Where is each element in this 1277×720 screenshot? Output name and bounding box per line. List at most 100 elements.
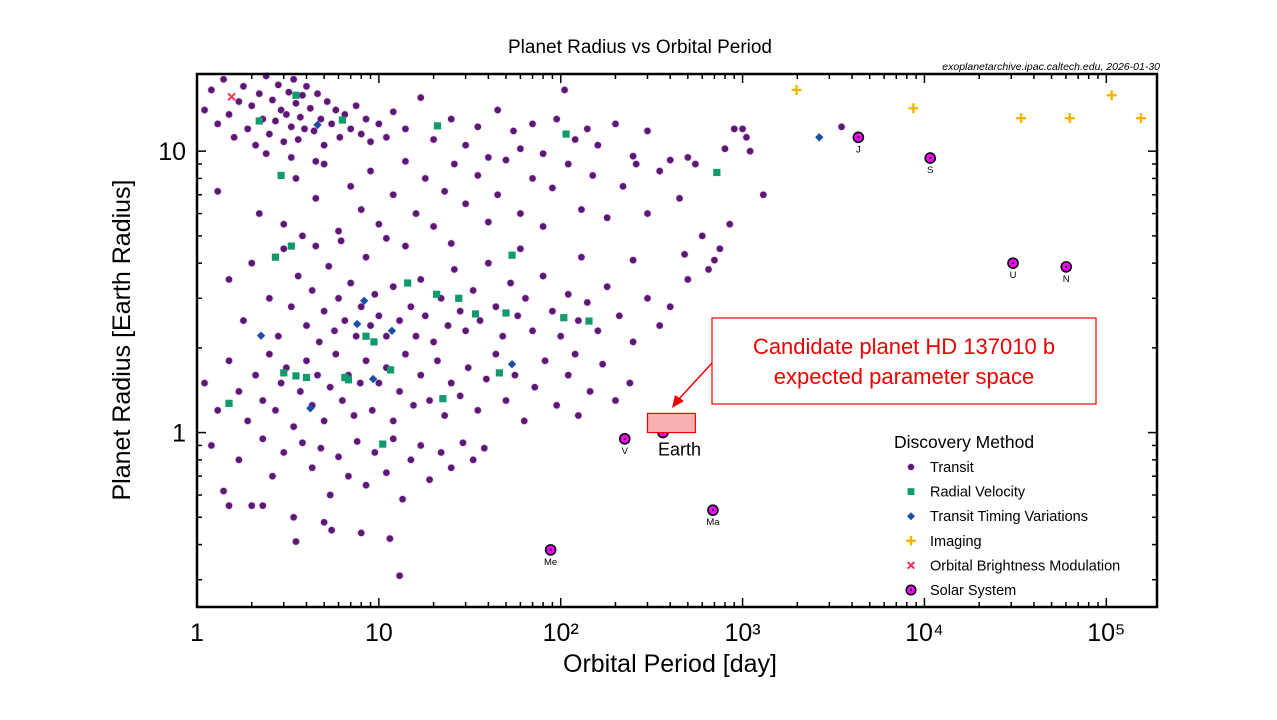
axes-ticks: 1 10 10² 10³ 10⁴ 10⁵ 1 10 xyxy=(158,74,1157,647)
point-transit xyxy=(352,332,361,341)
point-transit xyxy=(302,356,311,365)
legend-marker xyxy=(907,512,915,521)
point-transit xyxy=(311,157,320,166)
point-transit xyxy=(416,275,425,284)
point-transit xyxy=(548,183,557,193)
point-transit xyxy=(282,110,291,119)
x-tick-label: 10² xyxy=(543,619,579,647)
point-transit xyxy=(357,302,366,311)
point-radial-velocity xyxy=(386,366,395,374)
point-transit xyxy=(447,239,456,248)
point-transit xyxy=(482,374,491,384)
point-transit xyxy=(611,119,620,128)
point-transit xyxy=(213,119,222,128)
point-radial-velocity xyxy=(362,332,370,340)
point-transit xyxy=(274,80,283,89)
label-v: V xyxy=(622,446,629,457)
point-transit xyxy=(258,434,267,443)
point-transit xyxy=(287,122,296,131)
point-transit xyxy=(429,135,438,144)
point-transit xyxy=(421,311,430,320)
point-transit xyxy=(279,448,288,457)
point-imaging xyxy=(1016,113,1027,124)
point-transit xyxy=(585,387,595,396)
point-transit xyxy=(247,101,256,110)
point-transit xyxy=(230,133,239,142)
point-transit xyxy=(374,220,383,229)
point-transit xyxy=(200,378,209,388)
point-transit xyxy=(574,316,583,325)
point-radial-velocity xyxy=(560,314,568,322)
series-imaging xyxy=(791,84,1146,124)
point-transit xyxy=(473,171,482,180)
point-transit xyxy=(461,141,470,150)
point-radial-velocity xyxy=(302,373,311,382)
label-u: U xyxy=(1010,270,1017,281)
point-solar-system-center xyxy=(1011,262,1015,265)
point-radial-velocity xyxy=(280,369,288,377)
point-transit xyxy=(255,89,264,98)
point-transit xyxy=(560,85,569,95)
point-transit xyxy=(234,97,244,106)
point-transit xyxy=(588,171,597,180)
point-transit-timing-variations xyxy=(815,133,824,142)
point-transit xyxy=(344,472,353,481)
point-transit xyxy=(251,371,260,380)
point-transit-timing-variations xyxy=(256,331,266,340)
point-transit xyxy=(593,326,602,335)
point-transit xyxy=(357,129,366,139)
point-transit xyxy=(564,290,573,299)
x-tick-label: 10 xyxy=(365,619,393,647)
x-tick-label: 1 xyxy=(190,619,204,647)
point-transit xyxy=(302,321,311,330)
legend-marker xyxy=(905,584,917,596)
point-transit xyxy=(331,105,340,115)
point-transit xyxy=(265,350,274,359)
point-transit xyxy=(279,220,288,229)
legend-item: Transit xyxy=(907,460,974,476)
series-solar-system: Me V Earth Ma J S U N xyxy=(544,131,1073,568)
point-transit xyxy=(346,278,355,288)
x-tick-label: 10³ xyxy=(725,619,761,647)
point-transit xyxy=(401,241,410,251)
point-transit xyxy=(506,278,515,288)
point-transit xyxy=(370,448,379,457)
point-transit-timing-variations xyxy=(313,120,322,130)
point-transit xyxy=(837,122,846,131)
point-transit xyxy=(389,434,398,443)
point-radial-velocity xyxy=(585,317,593,325)
point-solar-system xyxy=(544,544,557,556)
point-transit xyxy=(440,411,449,420)
point-imaging xyxy=(1064,113,1075,124)
point-transit xyxy=(491,302,500,311)
point-transit xyxy=(395,316,404,325)
point-transit xyxy=(294,135,303,144)
point-transit xyxy=(366,137,375,146)
point-transit xyxy=(213,187,222,196)
point-transit xyxy=(450,265,459,274)
point-solar-system xyxy=(707,504,719,516)
series-transit-timing-variations xyxy=(256,120,824,413)
point-transit xyxy=(289,513,298,522)
point-transit xyxy=(207,441,216,450)
point-radial-velocity xyxy=(502,309,510,317)
point-transit xyxy=(409,401,418,410)
point-transit xyxy=(289,422,298,431)
point-transit xyxy=(330,326,339,335)
point-transit-timing-variations xyxy=(359,296,369,305)
point-transit xyxy=(456,391,465,400)
point-transit xyxy=(516,209,525,218)
point-transit xyxy=(313,371,322,380)
point-transit xyxy=(279,137,288,146)
point-transit xyxy=(520,416,529,426)
point-solar-system xyxy=(1060,261,1073,273)
legend-label: Orbital Brightness Modulation xyxy=(930,558,1120,574)
point-transit xyxy=(302,82,311,91)
point-transit xyxy=(513,311,522,320)
point-transit xyxy=(759,190,768,199)
point-transit xyxy=(738,124,747,133)
point-transit xyxy=(239,82,248,91)
point-transit xyxy=(628,256,638,265)
point-radial-velocity xyxy=(562,130,570,138)
point-transit xyxy=(361,356,371,365)
